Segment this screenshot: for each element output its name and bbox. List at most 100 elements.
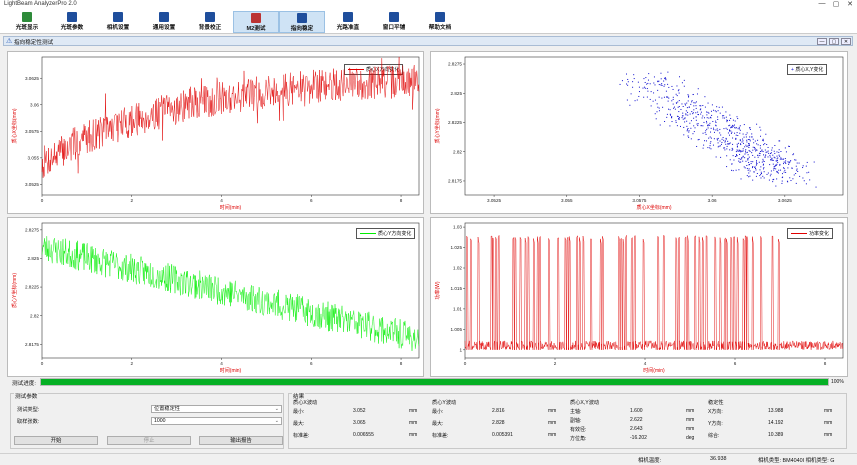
scatter-point	[726, 155, 728, 157]
scatter-point	[658, 84, 660, 86]
scatter-point	[672, 96, 674, 98]
scatter-point	[667, 96, 669, 98]
yt-x-tick-label: 4	[220, 361, 223, 366]
scatter-point	[627, 78, 629, 80]
scatter-point	[752, 149, 754, 151]
result-value: 2.643	[630, 426, 643, 432]
yt-y-tick-label: 2.825	[28, 256, 40, 261]
scatter-point	[776, 160, 778, 162]
start-button[interactable]: 开始	[14, 436, 98, 445]
result-unit: mm	[686, 426, 695, 432]
scatter-point	[685, 104, 687, 106]
scatter-point	[726, 121, 728, 123]
scatter-point	[643, 78, 645, 80]
maximize-button[interactable]: ▢	[832, 1, 840, 8]
scatter-point	[695, 107, 697, 109]
scatter-point	[709, 124, 711, 126]
toolbar-button-0[interactable]: 光斑显示	[4, 11, 50, 33]
toolbar-button-1[interactable]: 光斑参数	[49, 11, 95, 33]
scatter-point	[746, 139, 748, 141]
subwindow-close-button[interactable]: ✕	[841, 38, 851, 45]
scatter-point	[693, 105, 695, 107]
scatter-point	[742, 156, 744, 158]
scatter-point	[726, 166, 728, 168]
toolbar-button-9[interactable]: 帮助文档	[417, 11, 463, 33]
scatter-point	[683, 85, 685, 87]
sample-count-select[interactable]: 1000 ⌄	[151, 417, 282, 425]
scatter-point	[798, 162, 800, 164]
toolbar-button-2[interactable]: 相机设置	[95, 11, 141, 33]
scatter-point	[715, 111, 717, 113]
test-type-select[interactable]: 位置稳定性 ⌄	[151, 405, 282, 413]
scatter-point	[790, 180, 792, 182]
scatter-point	[787, 167, 789, 169]
scatter-point	[724, 149, 726, 151]
scatter-point	[764, 156, 766, 158]
scatter-point	[788, 161, 790, 163]
scatter-point	[806, 172, 808, 174]
result-y-title: 质心Y波动	[432, 400, 457, 406]
minimize-button[interactable]: —	[818, 0, 826, 7]
subwindow-restore-button[interactable]: ▢	[829, 38, 839, 45]
scatter-point	[713, 129, 715, 131]
subwindow-minimize-button[interactable]: —	[817, 38, 827, 45]
scatter-point	[751, 133, 753, 135]
scatter-point	[703, 121, 705, 123]
scatter-point	[699, 105, 701, 107]
scatter-point	[763, 167, 765, 169]
scatter-point	[704, 132, 706, 134]
scatter-point	[740, 161, 742, 163]
scatter-point	[793, 153, 795, 155]
scatter-point	[745, 134, 747, 136]
scatter-point	[763, 161, 765, 163]
scatter-point	[647, 82, 649, 84]
scatter-point	[656, 111, 658, 113]
scatter-point	[660, 72, 662, 74]
scatter-point	[747, 154, 749, 156]
scatter-point	[763, 154, 765, 156]
scatter-point	[717, 139, 719, 141]
scatter-point	[759, 153, 761, 155]
scatter-point	[710, 141, 712, 143]
xy-y-axis-label: 质心X坐标(mm)	[11, 108, 18, 143]
toolbar-button-6[interactable]: 指向稳定	[279, 11, 325, 33]
pointing-icon	[297, 13, 307, 23]
scatter-point	[745, 160, 747, 162]
scatter-point	[633, 78, 635, 80]
scatter-point	[675, 121, 677, 123]
scatter-point	[720, 134, 722, 136]
result-unit: mm	[409, 420, 418, 426]
scatter-point	[717, 118, 719, 120]
toolbar-button-7[interactable]: 光路准直	[325, 11, 371, 33]
scatter-point	[706, 122, 708, 124]
scatter-point	[746, 164, 748, 166]
toolbar-button-8[interactable]: 窗口平铺	[371, 11, 417, 33]
progress-label: 测试进度:	[12, 381, 36, 387]
scatter-point	[736, 145, 738, 147]
result-label: X方向:	[708, 409, 723, 415]
scatter-point	[723, 115, 725, 117]
scatter-point	[707, 125, 709, 127]
toolbar-button-4[interactable]: 背景校正	[187, 11, 233, 33]
scatter-point	[735, 154, 737, 156]
scatter-point	[729, 124, 731, 126]
close-button[interactable]: ✕	[847, 1, 853, 8]
export-report-button[interactable]: 输出报告	[199, 436, 283, 445]
toolbar-button-3[interactable]: 通用设置	[141, 11, 187, 33]
result-value: 10.389	[768, 432, 784, 438]
scatter-point	[760, 166, 762, 168]
scatter-point	[725, 116, 727, 118]
scatter-point	[678, 117, 680, 119]
toolbar-button-5[interactable]: M2测试	[233, 11, 279, 33]
scatter-point	[657, 80, 659, 82]
scatter-point	[773, 156, 775, 158]
legend-power-label: 功率变化	[809, 231, 830, 237]
scatter-point	[744, 157, 746, 159]
scatter-point	[704, 140, 706, 142]
stop-button[interactable]: 停止	[107, 436, 191, 445]
xy-y-tick-label: 3.06	[30, 102, 39, 107]
scatter-point	[732, 170, 734, 172]
scatter-point	[806, 161, 808, 163]
scatter-point	[685, 113, 687, 115]
xy-x-tick-label: 4	[220, 198, 223, 203]
